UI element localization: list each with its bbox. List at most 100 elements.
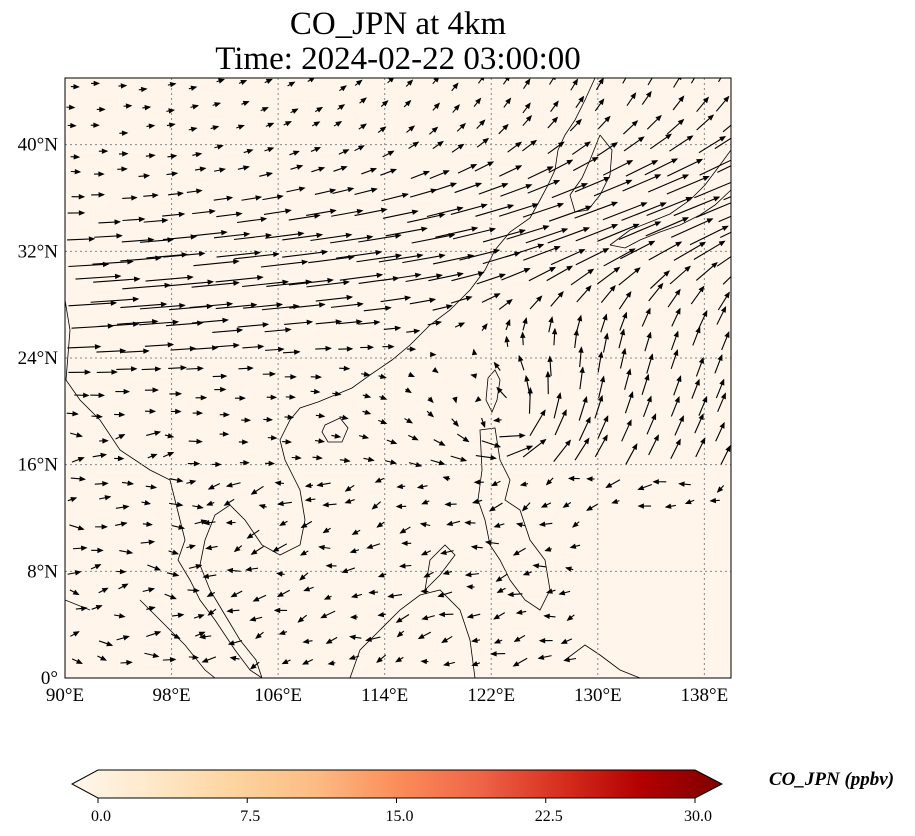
wind-vector-head bbox=[100, 655, 107, 661]
wind-vector-head bbox=[585, 416, 591, 424]
wind-vector-head bbox=[202, 573, 210, 579]
wind-vector-head bbox=[525, 184, 533, 190]
wind-vector-head bbox=[367, 456, 375, 462]
wind-vector-head bbox=[343, 279, 350, 286]
wind-vector-head bbox=[427, 396, 434, 404]
wind-vector-head bbox=[98, 392, 105, 398]
wind-vector-head bbox=[501, 183, 509, 189]
wind-vector bbox=[503, 78, 509, 85]
wind-vector-head bbox=[68, 104, 76, 110]
wind-vector-head bbox=[566, 159, 574, 166]
wind-vector bbox=[618, 221, 661, 240]
wind-vector bbox=[722, 124, 731, 133]
wind-vector-head bbox=[711, 261, 718, 269]
wind-vector-head bbox=[173, 633, 181, 639]
wind-vector bbox=[216, 251, 260, 258]
wind-vector-head bbox=[459, 122, 466, 130]
wind-vector bbox=[402, 254, 445, 264]
wind-vector-head bbox=[206, 591, 214, 597]
wind-vector bbox=[597, 223, 639, 242]
wind-vector-head bbox=[222, 317, 229, 324]
wind-vector-head bbox=[490, 651, 497, 657]
wind-vector-head bbox=[698, 285, 705, 293]
wind-vector-head bbox=[390, 459, 397, 465]
wind-vector-head bbox=[177, 612, 185, 618]
wind-vector-head bbox=[118, 411, 126, 418]
wind-vector-head bbox=[267, 122, 275, 128]
wind-vector-head bbox=[611, 224, 619, 230]
wind-vector-head bbox=[696, 158, 704, 165]
wind-vector-head bbox=[154, 430, 162, 436]
wind-vector-head bbox=[700, 437, 706, 445]
wind-vector bbox=[666, 175, 709, 195]
wind-vector-head bbox=[718, 240, 726, 247]
wind-vector-head bbox=[632, 223, 640, 229]
wind-vector-head bbox=[189, 346, 197, 352]
wind-vector-head bbox=[749, 155, 754, 159]
wind-vector-head bbox=[562, 502, 570, 508]
wind-vector-head bbox=[167, 451, 175, 458]
wind-vector-head bbox=[77, 525, 85, 531]
wind-vector bbox=[695, 202, 731, 218]
wind-vector bbox=[435, 227, 478, 238]
wind-vector-head bbox=[121, 583, 129, 589]
wind-vector-head bbox=[602, 248, 610, 254]
wind-vector-head bbox=[603, 332, 609, 340]
wind-vector-head bbox=[567, 475, 575, 482]
wind-vector-head bbox=[388, 78, 394, 83]
wind-vector-head bbox=[376, 656, 383, 663]
wind-vector bbox=[120, 257, 161, 262]
wind-vector-head bbox=[169, 594, 177, 600]
wind-vector-head bbox=[285, 208, 292, 214]
wind-vector-head bbox=[582, 395, 588, 403]
wind-vector-head bbox=[122, 151, 129, 157]
wind-vector bbox=[428, 273, 463, 282]
wind-vector bbox=[282, 251, 327, 258]
wind-vector-head bbox=[394, 325, 402, 332]
wind-vector-head bbox=[622, 311, 628, 319]
wind-vector-head bbox=[540, 502, 548, 508]
wind-vector-head bbox=[411, 435, 419, 441]
wind-vector-head bbox=[695, 326, 701, 334]
wind-vector-head bbox=[452, 420, 459, 427]
wind-vector-head bbox=[481, 323, 488, 330]
wind-vector-head bbox=[694, 378, 700, 386]
wind-vector bbox=[551, 183, 588, 199]
wind-vector-head bbox=[168, 122, 176, 128]
map-content bbox=[65, 70, 754, 678]
wind-vector-head bbox=[277, 346, 285, 353]
wind-vector-head bbox=[131, 195, 138, 201]
wind-vector-head bbox=[346, 346, 354, 352]
wind-vector-head bbox=[677, 118, 685, 126]
wind-vector-head bbox=[420, 550, 428, 556]
wind-vector bbox=[504, 244, 544, 258]
wind-vector-head bbox=[117, 455, 125, 462]
x-tick-label: 130°E bbox=[574, 685, 622, 706]
wind-vector-head bbox=[313, 388, 321, 395]
wind-vector-head bbox=[442, 475, 450, 482]
wind-vector bbox=[382, 210, 418, 219]
wind-vector-head bbox=[493, 613, 500, 620]
wind-vector-head bbox=[408, 371, 415, 377]
wind-vector-head bbox=[496, 386, 503, 394]
wind-vector-head bbox=[695, 70, 699, 75]
wind-vector-head bbox=[640, 202, 648, 208]
wind-vector-head bbox=[357, 145, 365, 151]
wind-vector-head bbox=[598, 98, 605, 106]
wind-vector-head bbox=[487, 161, 495, 167]
colorbar-tick-label: 15.0 bbox=[386, 808, 414, 825]
wind-vector-head bbox=[584, 141, 591, 148]
wind-vector bbox=[93, 278, 140, 283]
wind-vector-head bbox=[404, 295, 412, 301]
wind-vector bbox=[690, 78, 696, 84]
wind-vector-head bbox=[243, 460, 250, 466]
wind-vector-head bbox=[198, 251, 206, 257]
wind-vector-head bbox=[505, 97, 512, 105]
wind-vector-head bbox=[457, 143, 465, 150]
wind-vector-head bbox=[471, 637, 478, 644]
wind-vector bbox=[575, 248, 609, 266]
wind-vector-head bbox=[521, 504, 529, 512]
wind-vector-head bbox=[395, 656, 402, 663]
y-tick-label: 8°N bbox=[27, 561, 58, 582]
wind-vector-head bbox=[464, 520, 471, 526]
